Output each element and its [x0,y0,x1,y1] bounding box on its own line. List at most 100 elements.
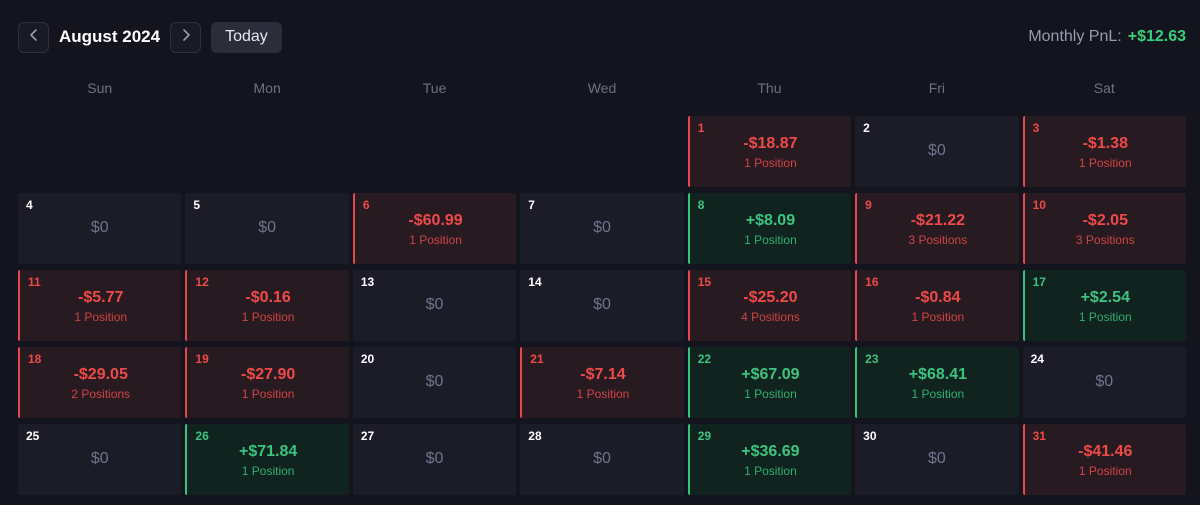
day-positions-count: 1 Position [1078,464,1132,478]
day-cell-9[interactable]: 9 -$21.22 3 Positions [855,193,1019,264]
day-cell-29[interactable]: 29 +$36.69 1 Position [687,424,852,495]
day-cell-31[interactable]: 31 -$41.46 1 Position [1022,424,1186,495]
day-positions-count: 1 Position [911,387,965,401]
day-positions-count: 2 Positions [71,387,131,401]
chevron-left-icon [29,28,39,46]
day-cell-24[interactable]: 24 $0 [1022,347,1186,418]
day-cell-22[interactable]: 22 +$67.09 1 Position [687,347,852,418]
weekday-header-row: Sun Mon Tue Wed Thu Fri Sat [18,80,1186,98]
day-cell-8[interactable]: 8 +$8.09 1 Position [687,193,852,264]
today-button[interactable]: Today [211,21,282,53]
day-pnl-amount: +$67.09 [741,366,800,383]
chevron-right-icon [181,28,191,46]
day-cell-15[interactable]: 15 -$25.20 4 Positions [687,270,852,341]
day-pnl-amount: $0 [593,219,611,236]
weekday-mon: Mon [253,80,281,96]
day-pnl-amount: -$41.46 [1078,443,1133,460]
day-cell-18[interactable]: 18 -$29.05 2 Positions [18,347,182,418]
monthly-pnl-label: Monthly PnL [1028,28,1118,45]
day-pnl-amount: $0 [425,450,444,467]
day-number: 28 [528,429,542,443]
day-positions-count: 1 Position [1078,156,1132,170]
day-number: 23 [865,352,879,366]
weekday-sun: Sun [87,80,113,96]
day-pnl-amount: +$8.09 [745,212,796,229]
day-number: 25 [26,429,40,443]
day-pnl-amount: -$29.05 [73,366,128,383]
day-positions-count: 1 Position [241,310,295,324]
day-pnl-amount: $0 [593,450,611,467]
day-number: 20 [360,352,375,366]
day-positions-count: 1 Position [74,310,128,324]
day-pnl-amount: -$0.84 [915,289,961,306]
day-number: 16 [865,275,879,289]
empty-day-cell [185,116,348,187]
day-cell-1[interactable]: 1 -$18.87 1 Position [687,116,852,187]
day-cell-13[interactable]: 13 $0 [352,270,517,341]
day-cell-4[interactable]: 4 $0 [18,193,182,264]
day-pnl-amount: -$1.38 [1082,135,1128,152]
day-cell-16[interactable]: 16 -$0.84 1 Position [855,270,1019,341]
day-positions-count: 1 Position [241,464,295,478]
day-cell-5[interactable]: 5 $0 [185,193,349,264]
day-cell-7[interactable]: 7 $0 [520,193,684,264]
month-title: August 2024 [59,27,161,46]
day-cell-6[interactable]: 6 -$60.99 1 Position [352,193,517,264]
day-pnl-amount: $0 [1095,373,1114,390]
day-positions-count: 1 Position [409,233,462,247]
day-positions-count: 1 Position [576,387,630,401]
empty-day-cell [353,116,516,187]
day-positions-count: 3 Positions [1075,233,1135,247]
day-cell-11[interactable]: 11 -$5.77 1 Position [18,270,182,341]
day-pnl-amount: +$2.54 [1080,289,1130,306]
day-cell-17[interactable]: 17 +$2.54 1 Position [1022,270,1186,341]
day-number: 26 [195,429,209,443]
day-positions-count: 3 Positions [908,233,968,247]
day-cell-23[interactable]: 23 +$68.41 1 Position [855,347,1019,418]
day-number: 22 [697,352,712,366]
day-pnl-amount: -$25.20 [743,289,798,306]
monthly-pnl: Monthly PnL : +$12.63 [1028,28,1186,46]
calendar-grid: 1 -$18.87 1 Position 2 $0 3 -$1.38 1 Position 4 $… [18,116,1186,495]
day-cell-30[interactable]: 30 $0 [855,424,1019,495]
day-positions-count: 1 Position [744,387,797,401]
prev-month-button[interactable] [18,21,49,53]
day-number: 8 [697,198,705,212]
day-number: 18 [28,352,42,366]
day-cell-20[interactable]: 20 $0 [352,347,517,418]
day-number: 29 [697,429,712,443]
day-cell-26[interactable]: 26 +$71.84 1 Position [185,424,349,495]
day-cell-3[interactable]: 3 -$1.38 1 Position [1022,116,1186,187]
day-number: 17 [1032,275,1046,289]
day-number: 11 [28,275,41,289]
day-pnl-amount: $0 [927,142,946,159]
day-positions-count: 1 Position [1078,310,1132,324]
day-cell-28[interactable]: 28 $0 [520,424,684,495]
weekday-wed: Wed [587,80,617,96]
monthly-pnl-separator: : [1117,28,1122,45]
day-pnl-amount: $0 [90,450,109,467]
weekday-sat: Sat [1093,80,1115,96]
day-pnl-amount: +$68.41 [908,366,967,383]
day-cell-21[interactable]: 21 -$7.14 1 Position [520,347,684,418]
next-month-button[interactable] [170,21,202,53]
day-cell-12[interactable]: 12 -$0.16 1 Position [185,270,349,341]
day-pnl-amount: -$5.77 [78,289,124,306]
day-number: 30 [863,429,877,443]
day-cell-10[interactable]: 10 -$2.05 3 Positions [1022,193,1186,264]
day-cell-2[interactable]: 2 $0 [855,116,1019,187]
day-pnl-amount: $0 [425,296,444,313]
monthly-pnl-value: +$12.63 [1127,28,1186,45]
day-cell-27[interactable]: 27 $0 [352,424,517,495]
day-positions-count: 1 Position [911,310,965,324]
day-number: 14 [528,275,542,289]
day-cell-14[interactable]: 14 $0 [520,270,684,341]
day-pnl-amount: -$27.90 [241,366,296,383]
day-cell-19[interactable]: 19 -$27.90 1 Position [185,347,349,418]
day-pnl-amount: -$0.16 [245,289,291,306]
day-pnl-amount: -$21.22 [910,212,965,229]
day-pnl-amount: $0 [425,373,444,390]
day-positions-count: 1 Position [241,387,295,401]
day-cell-25[interactable]: 25 $0 [18,424,182,495]
weekday-thu: Thu [757,80,782,96]
